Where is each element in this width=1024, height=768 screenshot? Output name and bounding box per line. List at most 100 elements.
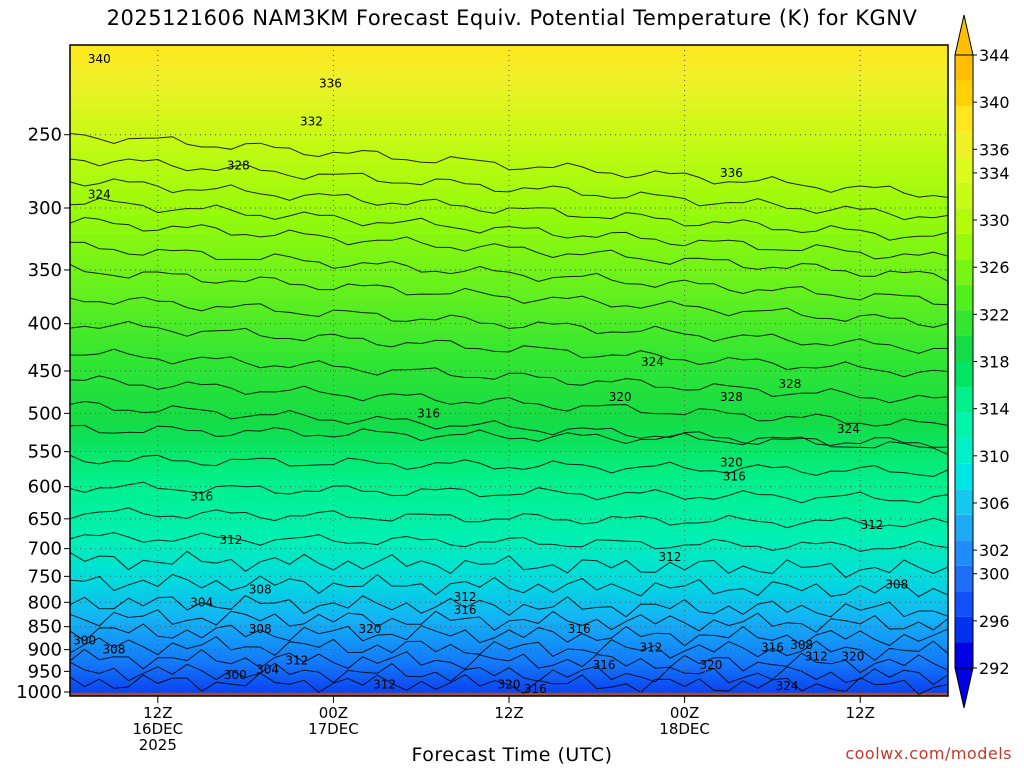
contour-line	[70, 400, 948, 456]
colorbar-tick-label: 326	[979, 258, 1010, 277]
colorbar-swatch	[955, 361, 973, 388]
contour-line	[70, 532, 948, 552]
contour-value-label: 316	[190, 490, 213, 504]
contour-value-label: 324	[776, 679, 799, 693]
contour-value-label: 320	[359, 622, 382, 636]
x-tick-label: 00Z	[670, 704, 699, 722]
colorbar-swatch	[955, 208, 973, 234]
contour-value-label: 320	[841, 649, 864, 663]
colorbar-swatch	[955, 387, 973, 413]
colorbar-max-arrow	[954, 14, 974, 56]
colorbar-tick-label: 322	[979, 305, 1010, 324]
contour-value-label: 320	[720, 455, 743, 469]
contour-value-label: 320	[699, 658, 722, 672]
y-tick-label: 400	[28, 314, 62, 335]
contour-value-label: 308	[249, 583, 272, 597]
contour-value-label: 312	[373, 678, 396, 692]
y-tick-label: 950	[28, 661, 62, 682]
contour-line	[70, 636, 948, 661]
contour-value-label: 316	[593, 658, 616, 672]
colorbar-swatch	[955, 310, 973, 336]
colorbar-swatch	[955, 438, 973, 464]
colorbar-swatch	[955, 642, 973, 668]
y-tick-label: 1000	[16, 682, 62, 703]
colorbar-tick-label: 292	[979, 659, 1010, 678]
colorbar-tick-label: 310	[979, 447, 1010, 466]
contour-value-label: 316	[568, 622, 591, 636]
colorbar: 292 296 300 302 306 310 314 318 322 326 330 334 336 3…	[954, 14, 1010, 709]
colorbar-swatch	[955, 335, 973, 362]
contour-value-label: 336	[720, 166, 743, 180]
x-tick-label: 17DEC	[308, 720, 359, 738]
contour-value-label: 312	[860, 518, 883, 532]
contour-line	[70, 197, 948, 260]
contour-value-label: 312	[639, 640, 662, 654]
y-tick-label: 450	[28, 361, 62, 382]
contour-line	[70, 158, 948, 221]
x-tick-label: 12Z	[143, 704, 172, 722]
contour-value-label: 328	[720, 390, 743, 404]
colorbar-swatch	[955, 616, 973, 643]
contour-value-label: 304	[256, 662, 279, 676]
colorbar-tick-label: 344	[979, 46, 1010, 65]
y-tick-label: 900	[28, 640, 62, 661]
colorbar-swatch	[955, 463, 973, 490]
colorbar-tick-label: 296	[979, 612, 1010, 631]
terrain-mask	[70, 692, 948, 696]
y-tick-label: 750	[28, 566, 62, 587]
contour-value-label: 308	[790, 638, 813, 652]
colorbar-tick-label: 314	[979, 400, 1010, 419]
colorbar-tick-label: 340	[979, 93, 1010, 112]
colorbar-tick-label: 334	[979, 164, 1010, 183]
x-tick-label: 12Z	[846, 704, 875, 722]
contour-line	[70, 661, 948, 686]
contour-line	[70, 672, 948, 696]
colorbar-swatch	[955, 233, 973, 260]
contour-value-label: 312	[805, 649, 828, 663]
contour-line	[70, 348, 948, 404]
colorbar-swatch	[955, 514, 973, 541]
contour-value-label: 304	[190, 595, 213, 609]
y-tick-label: 300	[28, 198, 62, 219]
contour-value-label: 332	[300, 115, 323, 129]
y-tick-label: 600	[28, 477, 62, 498]
contour-line	[70, 216, 948, 282]
x-tick-label: 00Z	[319, 704, 348, 722]
contour-value-label: 316	[524, 682, 547, 696]
y-tick-label: 800	[28, 592, 62, 613]
contour-value-label: 320	[609, 390, 632, 404]
contour-line	[70, 375, 948, 427]
contour-value-label: 324	[88, 187, 111, 201]
contour-value-label: 324	[837, 422, 860, 436]
colorbar-swatch	[955, 489, 973, 515]
colorbar-swatch	[955, 182, 973, 209]
contour-line	[70, 320, 948, 378]
colorbar-swatch	[955, 157, 973, 183]
colorbar-swatch	[955, 55, 973, 81]
contour-line	[70, 178, 948, 241]
colorbar-tick-label: 302	[979, 541, 1010, 560]
colorbar-swatch	[955, 284, 973, 311]
colorbar-swatch	[955, 106, 973, 132]
x-tick-label: 16DEC	[133, 720, 184, 738]
colorbar-tick-label: 300	[979, 565, 1010, 584]
colorbar-tick-label: 318	[979, 353, 1010, 372]
colorbar-min-arrow	[954, 667, 974, 709]
colorbar-swatch	[955, 131, 973, 158]
colorbar-swatch	[955, 591, 973, 617]
x-tick-label: 2025	[139, 736, 177, 754]
contour-value-label: 300	[224, 668, 247, 682]
y-tick-label: 650	[28, 509, 62, 530]
colorbar-tick-label: 336	[979, 140, 1010, 159]
contour-value-label: 316	[761, 640, 784, 654]
contour-line	[70, 296, 948, 354]
contour-value-label: 300	[73, 634, 96, 648]
contour-value-label: 316	[454, 603, 477, 617]
contour-line	[70, 133, 948, 198]
contour-value-label: 328	[779, 377, 802, 391]
contour-value-label: 308	[102, 643, 125, 657]
contour-line	[70, 507, 948, 529]
y-tick-label: 550	[28, 442, 62, 463]
